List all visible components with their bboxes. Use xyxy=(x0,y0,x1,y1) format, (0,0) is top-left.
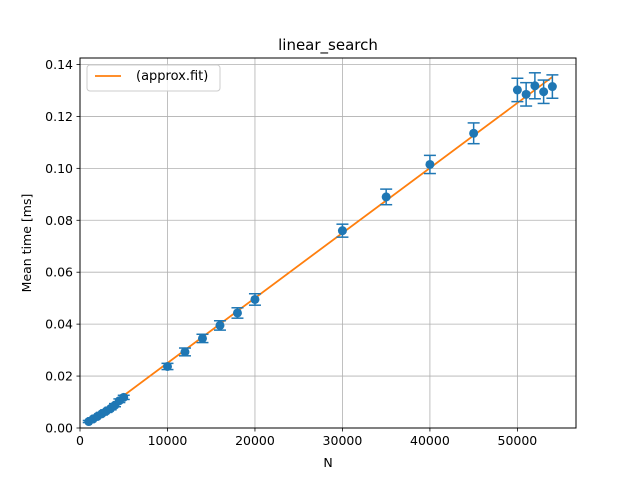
data-point xyxy=(231,307,244,319)
y-tick-label: 0.06 xyxy=(45,265,73,280)
y-tick-label: 0.12 xyxy=(45,109,73,124)
point-marker xyxy=(250,294,260,304)
data-point xyxy=(178,347,191,357)
x-tick-label: 10000 xyxy=(148,433,188,448)
point-marker xyxy=(180,347,190,357)
x-tick-label: 30000 xyxy=(323,433,363,448)
point-marker xyxy=(215,320,225,330)
data-point xyxy=(528,72,541,100)
y-axis: 0.00 0.02 0.04 0.06 0.08 0.10 0.12 0.14 xyxy=(45,57,80,436)
legend: (approx.fit) xyxy=(86,64,221,92)
data-point xyxy=(520,81,533,107)
point-marker xyxy=(539,87,549,97)
data-point xyxy=(546,74,559,99)
point-marker xyxy=(521,89,531,99)
point-marker xyxy=(232,308,242,318)
legend-label: (approx.fit) xyxy=(136,69,208,84)
data-point xyxy=(423,154,436,175)
x-axis: 0 10000 20000 30000 40000 50000 xyxy=(76,428,537,448)
point-marker xyxy=(119,392,129,402)
chart-title: linear_search xyxy=(278,36,378,55)
x-tick-label: 50000 xyxy=(498,433,538,448)
x-tick-label: 0 xyxy=(76,433,84,448)
data-point xyxy=(336,223,349,238)
grid xyxy=(79,58,576,429)
y-axis-label: Mean time [ms] xyxy=(19,194,34,293)
point-marker xyxy=(425,159,435,169)
data-point xyxy=(537,79,550,105)
y-tick-label: 0.10 xyxy=(45,161,73,176)
data-point xyxy=(380,188,393,206)
point-marker xyxy=(469,128,479,138)
point-marker xyxy=(162,361,172,371)
y-tick-label: 0.04 xyxy=(45,317,73,332)
y-tick-label: 0.14 xyxy=(45,57,73,72)
data-point xyxy=(248,293,261,306)
legend-box xyxy=(86,64,221,92)
data-point xyxy=(161,361,174,371)
point-marker xyxy=(197,333,207,343)
point-marker xyxy=(530,81,540,91)
x-tick-label: 40000 xyxy=(410,433,450,448)
point-marker xyxy=(337,226,347,236)
point-marker xyxy=(381,192,391,202)
x-axis-label: N xyxy=(323,455,332,470)
data-point xyxy=(467,122,480,145)
x-tick-label: 20000 xyxy=(235,433,275,448)
y-tick-label: 0.02 xyxy=(45,369,73,384)
data-point xyxy=(117,392,130,402)
data-point xyxy=(196,333,209,344)
data-points-layer xyxy=(82,72,559,427)
y-tick-label: 0.08 xyxy=(45,213,73,228)
point-marker xyxy=(512,85,522,95)
y-tick-label: 0.00 xyxy=(45,421,73,436)
data-point xyxy=(213,320,226,331)
plot-frame xyxy=(79,57,577,429)
point-marker xyxy=(547,82,557,92)
data-point xyxy=(511,77,524,103)
